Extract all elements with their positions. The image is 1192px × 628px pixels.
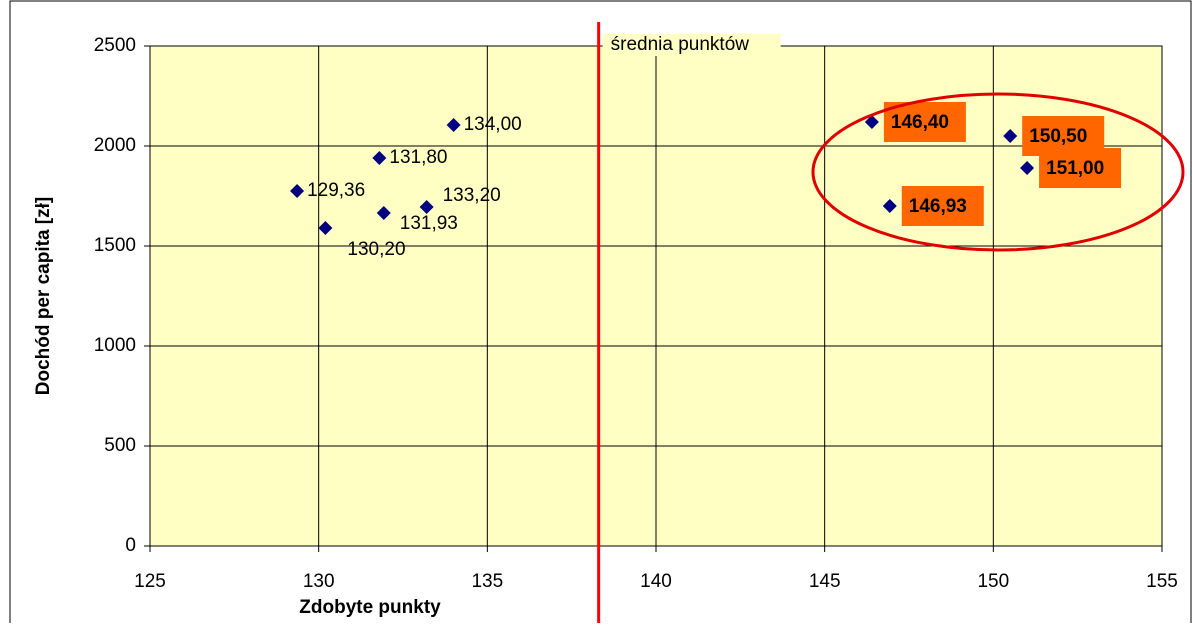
marker [1003, 129, 1018, 143]
marker [864, 115, 879, 129]
label-box [1039, 148, 1122, 188]
y-tick-label: 1000 [94, 335, 136, 356]
x-axis-label: Zdobyte punkty [299, 597, 441, 618]
y-tick-label: 2000 [94, 135, 136, 156]
data-label: 131,80 [389, 147, 447, 168]
marker [1020, 161, 1035, 175]
x-tick-label: 135 [471, 571, 503, 592]
marker [882, 199, 897, 213]
y-axis-label: Dochód per capita [zł] [33, 197, 54, 395]
data-label: 146,93 [909, 196, 967, 217]
y-tick-label: 500 [104, 435, 136, 456]
marker [446, 118, 461, 132]
data-label: 146,40 [891, 112, 949, 133]
data-label: 131,93 [400, 213, 458, 234]
mean-label-bg [602, 34, 781, 56]
label-box [901, 186, 984, 226]
x-tick-label: 130 [303, 571, 335, 592]
data-label: 133,20 [443, 185, 501, 206]
data-label: 129,36 [307, 180, 365, 201]
x-tick-label: 145 [809, 571, 841, 592]
marker [290, 184, 305, 198]
marker [419, 200, 434, 214]
marker [376, 206, 391, 220]
x-tick-label: 155 [1146, 571, 1178, 592]
marker [372, 151, 387, 165]
data-label: 134,00 [464, 114, 522, 135]
mean-label: średnia punktów [611, 34, 750, 55]
y-tick-label: 1500 [94, 235, 136, 256]
x-tick-label: 150 [977, 571, 1009, 592]
data-label: 130,20 [347, 239, 405, 260]
label-box [883, 102, 966, 142]
x-tick-label: 140 [640, 571, 672, 592]
y-tick-label: 2500 [94, 35, 136, 56]
data-label: 151,00 [1046, 158, 1104, 179]
y-tick-label: 0 [125, 535, 136, 556]
data-label: 150,50 [1029, 126, 1087, 147]
x-tick-label: 125 [134, 571, 166, 592]
highlight-ellipse [811, 92, 1185, 252]
marker [318, 221, 333, 235]
